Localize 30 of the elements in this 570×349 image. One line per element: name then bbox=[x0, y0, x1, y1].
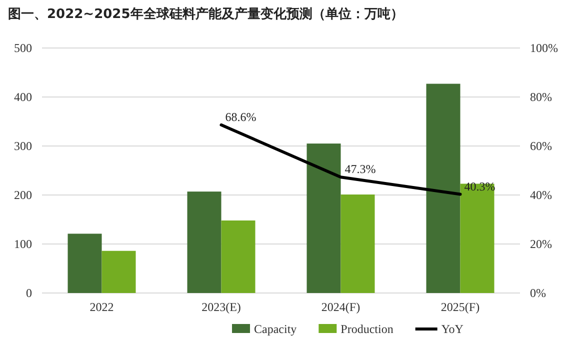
y2-tick-label: 60% bbox=[530, 139, 552, 153]
x-tick-label: 2023(E) bbox=[202, 300, 241, 314]
bar bbox=[306, 144, 341, 293]
y2-tick-label: 20% bbox=[530, 237, 552, 251]
bar bbox=[460, 184, 494, 293]
y2-tick-label: 0% bbox=[530, 286, 546, 300]
y-tick-label: 300 bbox=[14, 139, 32, 153]
y2-tick-label: 40% bbox=[530, 188, 552, 202]
bar bbox=[340, 194, 375, 293]
y2-tick-label: 100% bbox=[530, 41, 558, 55]
y-tick-label: 200 bbox=[14, 188, 32, 202]
chart-title: 图一、2022~2025年全球硅料产能及产量变化预测（单位：万吨） bbox=[8, 6, 404, 22]
legend-label: Capacity bbox=[254, 322, 297, 336]
y2-tick-label: 80% bbox=[530, 90, 552, 104]
bar bbox=[187, 192, 222, 293]
bar bbox=[221, 220, 256, 293]
x-tick-label: 2022 bbox=[90, 300, 114, 314]
bar bbox=[426, 84, 460, 293]
y-tick-label: 0 bbox=[26, 286, 32, 300]
bar bbox=[102, 250, 136, 293]
legend-label: YoY bbox=[441, 322, 464, 336]
bar bbox=[68, 234, 102, 293]
y-tick-label: 400 bbox=[14, 90, 32, 104]
y-tick-label: 500 bbox=[14, 41, 32, 55]
data-label: 47.3% bbox=[344, 162, 376, 176]
y-tick-label: 100 bbox=[14, 237, 32, 251]
legend-label: Production bbox=[340, 322, 394, 336]
x-tick-label: 2024(F) bbox=[321, 300, 360, 314]
data-label: 68.6% bbox=[225, 110, 256, 124]
x-tick-label: 2025(F) bbox=[440, 300, 480, 314]
